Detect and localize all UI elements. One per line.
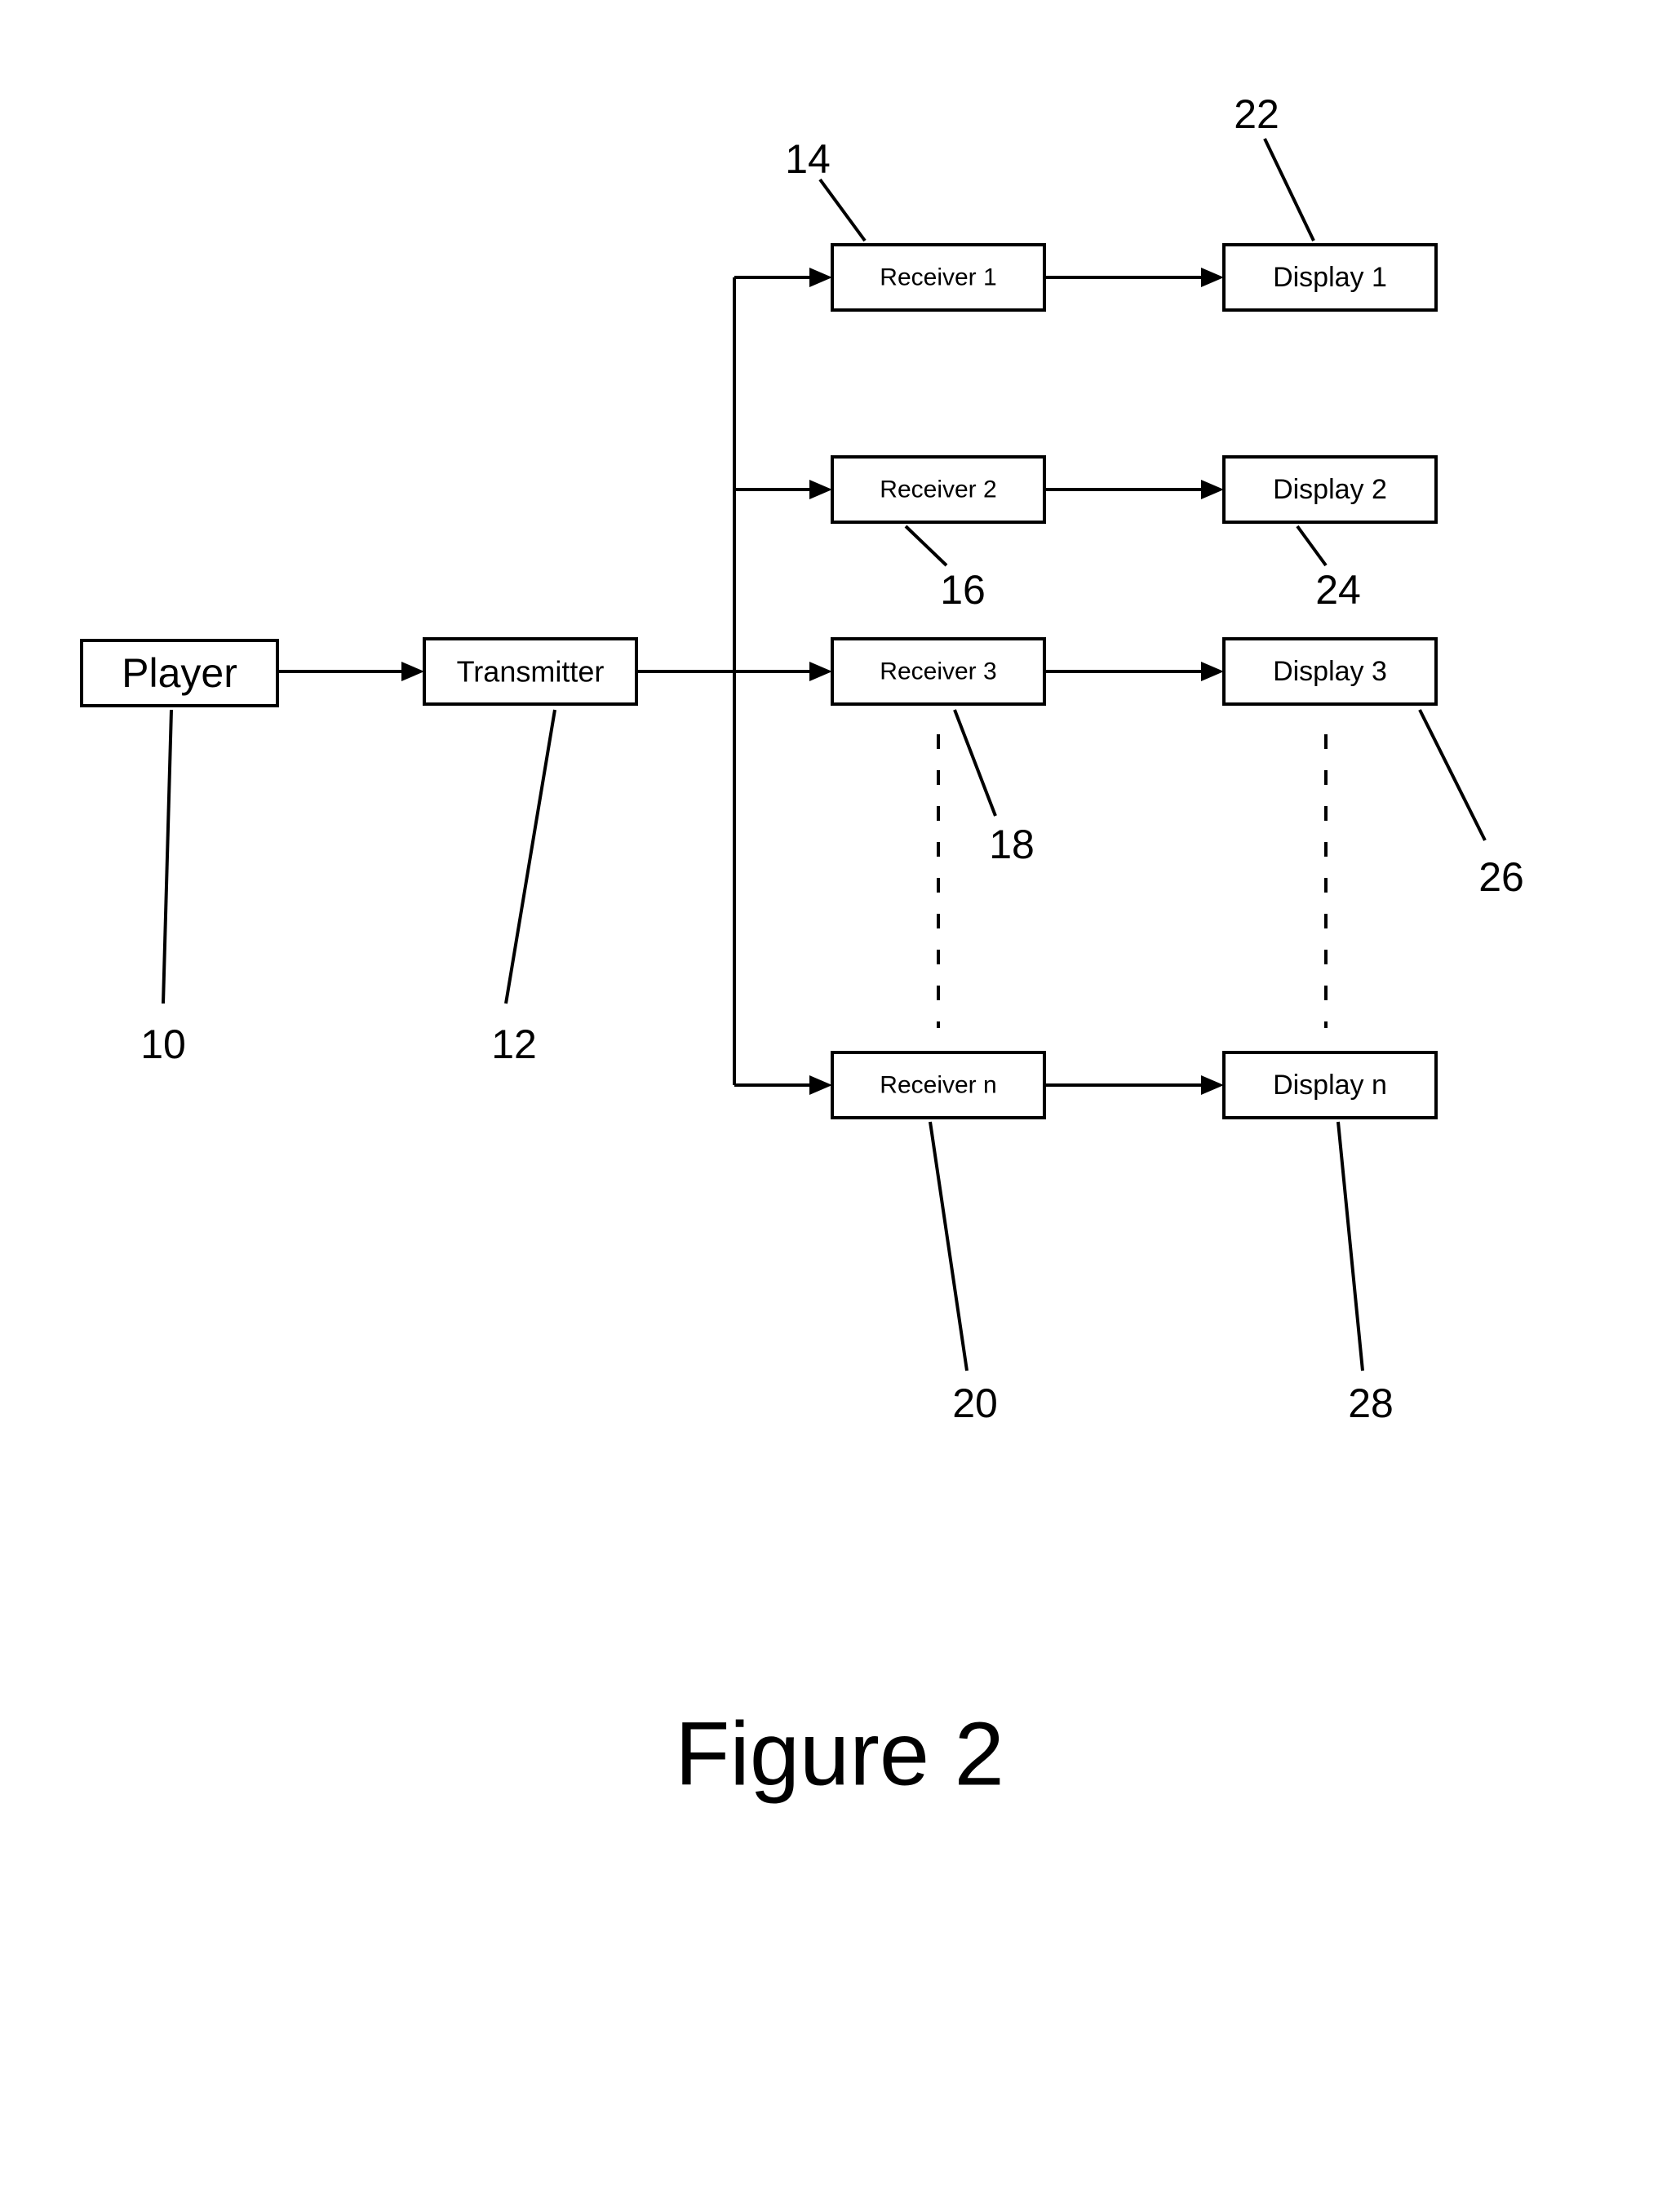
display3-label: Display 3 xyxy=(1273,656,1387,687)
leader-line-20 xyxy=(930,1122,967,1371)
leader-line-26 xyxy=(1420,710,1485,840)
receiver_n-label: Receiver n xyxy=(880,1072,996,1099)
ref-18: 18 xyxy=(989,822,1035,867)
leader-line-24 xyxy=(1297,526,1326,565)
ref-10: 10 xyxy=(140,1021,186,1067)
ref-12: 12 xyxy=(491,1021,537,1067)
display2-label: Display 2 xyxy=(1273,474,1387,505)
player-label: Player xyxy=(122,650,237,696)
receiver1-label: Receiver 1 xyxy=(880,264,996,291)
ref-26: 26 xyxy=(1478,854,1524,900)
leader-line-16 xyxy=(906,526,946,565)
ref-24: 24 xyxy=(1315,567,1361,613)
leader-line-18 xyxy=(955,710,995,816)
leader-line-28 xyxy=(1338,1122,1363,1371)
leader-line-22 xyxy=(1265,139,1314,241)
leader-line-12 xyxy=(506,710,555,1004)
ref-14: 14 xyxy=(785,136,831,182)
ref-28: 28 xyxy=(1348,1380,1394,1426)
transmitter-label: Transmitter xyxy=(457,655,605,689)
ref-22: 22 xyxy=(1234,91,1279,137)
leader-line-14 xyxy=(820,179,865,241)
figure-caption: Figure 2 xyxy=(675,1704,1004,1805)
ref-16: 16 xyxy=(940,567,986,613)
receiver3-label: Receiver 3 xyxy=(880,658,996,685)
display_n-label: Display n xyxy=(1273,1070,1387,1101)
display1-label: Display 1 xyxy=(1273,262,1387,293)
ref-20: 20 xyxy=(952,1380,998,1426)
receiver2-label: Receiver 2 xyxy=(880,476,996,503)
leader-line-10 xyxy=(163,710,171,1004)
